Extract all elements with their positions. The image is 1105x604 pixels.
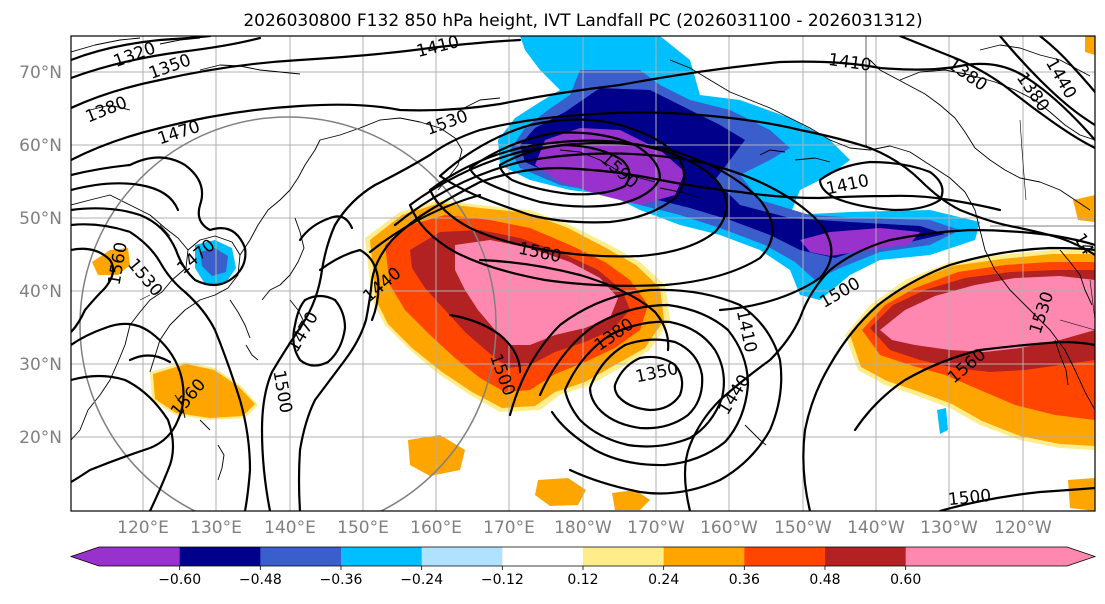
- latitude-ticks: 20°N 30°N 40°N 50°N 60°N 70°N: [19, 63, 62, 448]
- projection-circle: [79, 116, 497, 511]
- colorbar-extend-high: [1067, 547, 1095, 566]
- lon-tick-label: 130°W: [920, 518, 978, 538]
- lat-tick-label: 20°N: [19, 428, 62, 448]
- lon-tick-label: 140°E: [264, 518, 316, 538]
- lon-tick-label: 160°E: [410, 518, 462, 538]
- colorbar-swatch: [341, 547, 423, 566]
- lon-tick-label: 140°W: [847, 518, 905, 538]
- lat-tick-label: 30°N: [19, 355, 62, 375]
- colorbar-swatch: [260, 547, 342, 566]
- colorbar-swatch: [99, 547, 181, 566]
- colorbar-tick-label: 0.36: [729, 572, 760, 588]
- lon-tick-label: 120°W: [994, 518, 1052, 538]
- graticule: [71, 36, 1095, 511]
- lon-tick-label: 180°W: [554, 518, 612, 538]
- height-contours: [71, 36, 1095, 511]
- colorbar-swatch: [986, 547, 1068, 566]
- lat-tick-label: 60°N: [19, 136, 62, 156]
- lat-tick-label: 40°N: [19, 282, 62, 302]
- colorbar-swatch: [502, 547, 584, 566]
- lon-tick-label: 130°E: [190, 518, 242, 538]
- coastlines: [71, 37, 1095, 481]
- colorbar-swatch: [905, 547, 987, 566]
- longitude-ticks: 120°E 130°E 140°E 150°E 160°E 170°E 180°…: [117, 518, 1052, 538]
- lon-tick-label: 150°W: [774, 518, 832, 538]
- lon-tick-label: 160°W: [700, 518, 758, 538]
- colorbar-tick-label: −0.60: [158, 572, 201, 588]
- ivt-positive-shading: [92, 36, 1095, 511]
- colorbar: −0.60 −0.48 −0.36 −0.24 −0.12 0.12 0.24 0.36 0.4…: [69, 546, 1097, 588]
- colorbar-tick-label: −0.24: [400, 572, 443, 588]
- colorbar-tick-label: −0.48: [239, 572, 282, 588]
- figure-title: 2026030800 F132 850 hPa height, IVT Land…: [243, 11, 922, 31]
- colorbar-tick-label: 0.12: [567, 572, 598, 588]
- colorbar-swatch: [179, 547, 261, 566]
- colorbar-swatch: [583, 547, 665, 566]
- lat-tick-label: 70°N: [19, 63, 62, 83]
- colorbar-swatch: [744, 547, 826, 566]
- colorbar-outline: [69, 546, 1097, 567]
- contour-label: 1500: [947, 486, 992, 510]
- colorbar-swatch: [421, 547, 503, 566]
- colorbar-tick-label: 0.48: [809, 572, 840, 588]
- colorbar-extend-low: [71, 547, 99, 566]
- colorbar-swatch: [663, 547, 745, 566]
- colorbar-tick-label: −0.36: [320, 572, 363, 588]
- colorbar-swatch: [825, 547, 907, 566]
- colorbar-tick-label: 0.60: [890, 572, 921, 588]
- colorbar-tick-label: 0.24: [648, 572, 679, 588]
- map-panel: 1320 1350 1380 1410 1470 1530 1410 1380 …: [71, 36, 1095, 511]
- lon-tick-label: 170°E: [483, 518, 535, 538]
- map-frame: [70, 35, 1096, 512]
- lat-tick-label: 50°N: [19, 209, 62, 229]
- lon-tick-label: 150°E: [337, 518, 389, 538]
- colorbar-tick-label: −0.12: [481, 572, 524, 588]
- lon-tick-label: 120°E: [117, 518, 169, 538]
- lon-tick-label: 170°W: [627, 518, 685, 538]
